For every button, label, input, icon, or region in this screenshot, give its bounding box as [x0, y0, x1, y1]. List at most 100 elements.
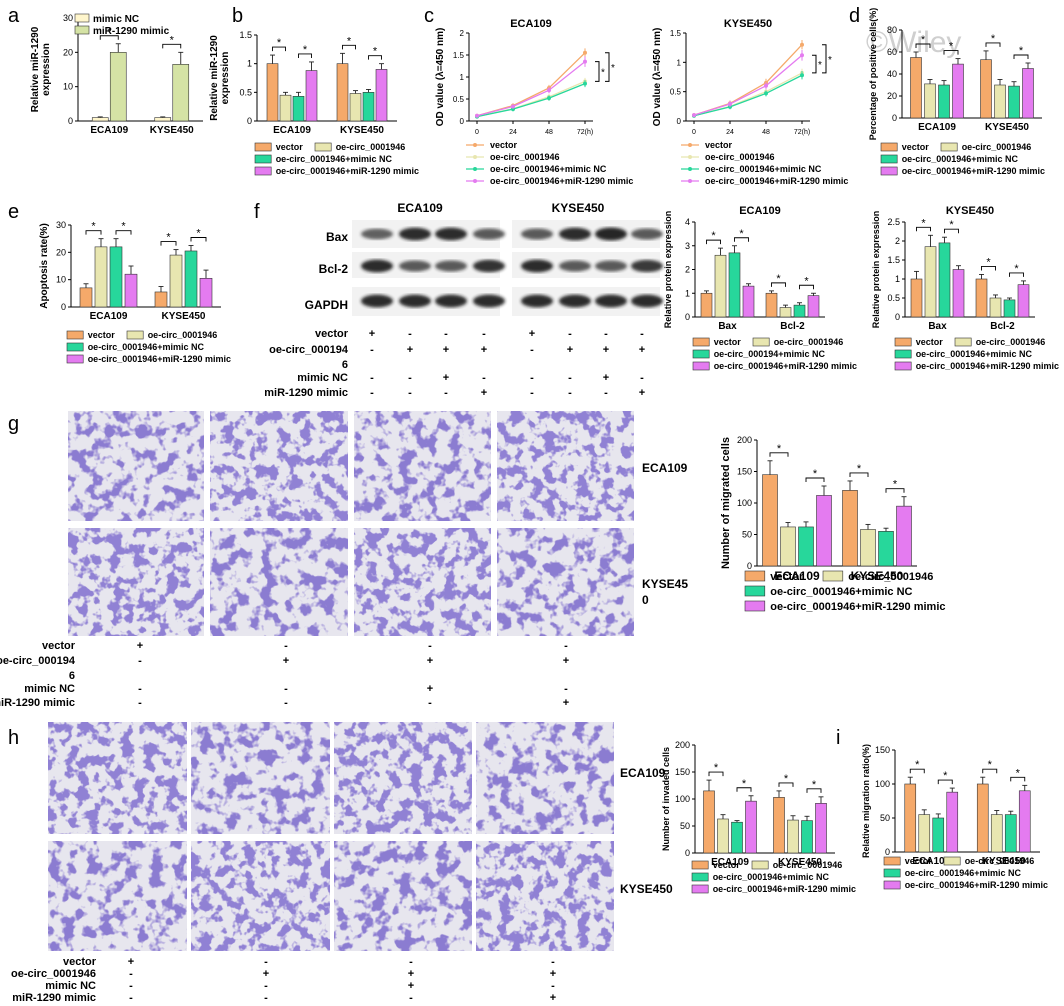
- x-tick-label: 48: [545, 129, 553, 136]
- y-tick-label: 1: [677, 58, 682, 67]
- bar-e-eca109-0: [79, 287, 93, 308]
- bar-e-kyse450-3: [199, 277, 213, 308]
- y-tick-label: 1: [895, 274, 900, 284]
- legend-label: oe-circ_0001946+miR-1290 mimic: [713, 884, 856, 894]
- legend-label: oe-circ_0001946: [965, 856, 1035, 866]
- data-point: [764, 83, 768, 88]
- category-label: KYSE450: [985, 122, 1029, 133]
- treatment-sign: +: [639, 387, 645, 399]
- treatment-sign: +: [639, 344, 645, 356]
- legend-swatch: [254, 166, 272, 176]
- panel-letter-c: c: [424, 5, 434, 27]
- legend-label: oe-circ_0001946+mimic NC: [902, 154, 1019, 164]
- significance-star: *: [1019, 45, 1024, 57]
- y-axis-label: expression: [41, 43, 52, 96]
- bar-f1-bax-1: [714, 254, 727, 318]
- y-tick-label: 0: [885, 847, 890, 857]
- blot-title-eca109: ECA109: [397, 201, 443, 215]
- y-tick-label: 150: [875, 745, 890, 755]
- bar-h-eca109-0: [703, 790, 715, 854]
- y-tick-label: 1.5: [887, 255, 900, 265]
- treatment-label: 6: [69, 670, 75, 682]
- treatment-label: oe-circ_000194: [269, 344, 349, 356]
- blot-band: [399, 227, 431, 241]
- micro-g-kyse450-1: [210, 528, 348, 636]
- bar-f2-bax-1: [924, 246, 937, 318]
- bar-d-eca109-3: [952, 63, 964, 119]
- legend-label: oe-circ_0001946+miR-1290 mimic: [714, 361, 857, 371]
- bar-d-kyse450-0: [980, 59, 992, 119]
- y-axis-label: Relative miR-1290: [30, 26, 41, 112]
- legend-label: vector: [770, 571, 804, 583]
- category-label: ECA109: [912, 856, 950, 867]
- bar-i-kyse450-2: [1004, 814, 1017, 853]
- legend-label: vector: [902, 142, 930, 152]
- significance-bracket: [937, 779, 953, 785]
- treatment-sign: +: [529, 328, 535, 340]
- y-axis-label: Relative migration ratio(%): [861, 744, 871, 858]
- treatment-sign: -: [138, 655, 142, 667]
- y-axis-label: Relative miR-1290: [209, 35, 220, 121]
- y-tick-label: 80: [887, 25, 897, 35]
- treatment-sign: -: [264, 992, 268, 1004]
- micro-g-kyse450-0: [68, 528, 204, 636]
- bar-e-eca109-2: [109, 246, 123, 308]
- category-label: Bax: [718, 321, 737, 332]
- micro-g-kyse450-2: [354, 528, 491, 636]
- legend: vector oe-circ_0001946 oe-circ_000194+mimi…: [692, 337, 857, 371]
- significance-star: *: [196, 228, 201, 240]
- significance-bracket: [368, 55, 382, 60]
- treatment-sign: -: [138, 697, 142, 709]
- panel-letter-a: a: [8, 5, 20, 27]
- category-label: Bcl-2: [780, 321, 805, 332]
- micro-h-eca109-0: [48, 722, 187, 834]
- bar-a-eca109-0: [91, 117, 109, 122]
- legend-label: oe-circ_0001946+miR-1290 mimic: [490, 176, 633, 186]
- chart-title: ECA109: [739, 205, 781, 217]
- y-axis-label: expression: [220, 52, 231, 105]
- significance-bracket: [915, 43, 931, 48]
- row-label-kyse450-wrap: 0: [642, 593, 649, 607]
- treatment-label: mimic NC: [24, 683, 75, 695]
- y-tick-label: 1.5: [670, 29, 682, 38]
- treatment-sign: -: [568, 328, 572, 340]
- legend-label: oe-circ_0001946+miR-1290 mimic: [770, 601, 945, 613]
- category-label: Bax: [928, 321, 947, 332]
- treatment-sign: -: [129, 992, 133, 1004]
- bar-d-kyse450-2: [1008, 85, 1020, 119]
- legend-label: oe-circ_0001946+miR-1290 mimic: [916, 361, 1059, 371]
- significance-star: *: [714, 762, 719, 774]
- data-point: [764, 91, 768, 96]
- category-label: ECA109: [273, 125, 311, 136]
- bar-g-eca109-0: [762, 474, 778, 567]
- legend-label: oe-circ_0001946+miR-1290 mimic: [905, 880, 1048, 890]
- micro-stain: [334, 722, 472, 834]
- category-label: KYSE450: [778, 857, 822, 868]
- legend: vector oe-circ_0001946 oe-circ_0001946+mim…: [894, 337, 1059, 371]
- significance-star: *: [812, 779, 817, 791]
- bar-f1-bcl-2-0: [765, 292, 778, 318]
- bar-f1-bax-3: [742, 285, 755, 318]
- y-tick-label: 60: [887, 47, 897, 57]
- legend-swatch: [822, 570, 844, 582]
- legend-label: oe-circ_0001946+miR-1290 mimic: [902, 166, 1045, 176]
- y-tick-label: 0: [895, 312, 900, 322]
- y-tick-label: 30: [63, 13, 73, 23]
- bar-i-kyse450-1: [990, 814, 1003, 853]
- y-tick-label: 0.5: [239, 87, 252, 97]
- y-tick-label: 4: [685, 217, 690, 227]
- y-tick-label: 200: [675, 740, 690, 750]
- treatment-sign: -: [284, 640, 288, 652]
- data-point: [728, 101, 732, 106]
- legend-swatch: [894, 337, 912, 347]
- significance-star: *: [611, 63, 615, 74]
- treatment-sign: -: [428, 640, 432, 652]
- blot-title-kyse450: KYSE450: [552, 201, 605, 215]
- y-tick-label: 40: [887, 69, 897, 79]
- significance-star: *: [277, 37, 282, 49]
- legend-swatch: [66, 330, 84, 340]
- legend-swatch: [883, 868, 901, 878]
- y-tick-label: 200: [737, 435, 752, 445]
